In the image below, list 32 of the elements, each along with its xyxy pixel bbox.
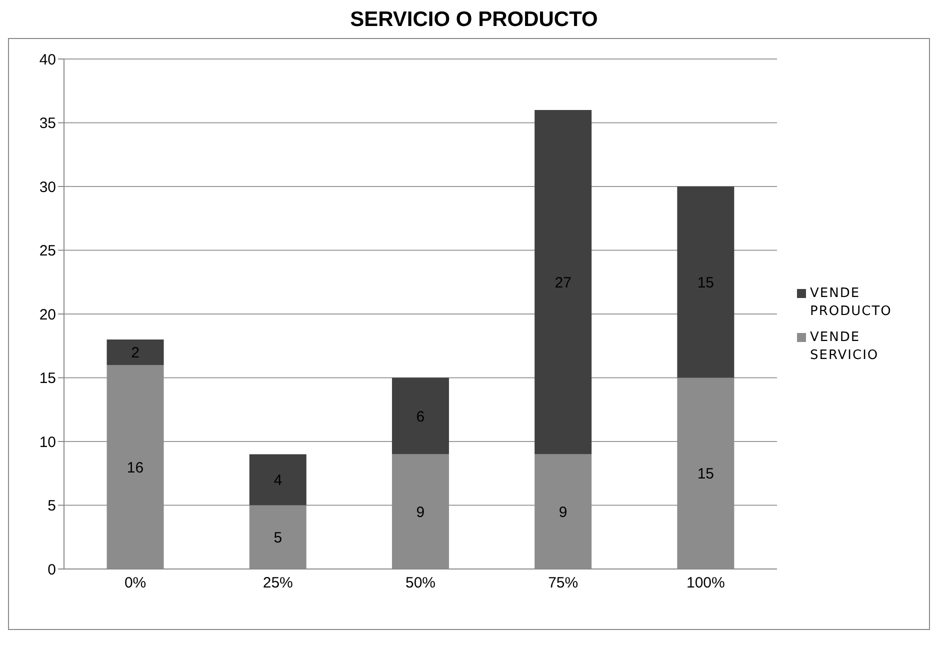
data-label: 16 [126, 459, 144, 476]
legend-label: VENDE PRODUCTO [810, 285, 893, 321]
data-label: 15 [697, 466, 714, 483]
y-tick-label: 25 [39, 242, 56, 260]
y-tick-label: 35 [39, 115, 56, 132]
bar [249, 454, 306, 506]
bar [392, 378, 449, 454]
data-label: 9 [416, 504, 425, 521]
x-tick-label: 50% [405, 574, 436, 592]
y-tick-label: 10 [39, 434, 56, 451]
y-tick-label: 5 [48, 498, 56, 515]
x-tick-label: 100% [686, 574, 725, 592]
data-label: 27 [554, 274, 572, 292]
y-tick-label: 15 [39, 370, 56, 388]
data-label: 2 [131, 344, 140, 362]
data-label: 9 [558, 504, 568, 521]
x-tick-label: 75% [548, 574, 578, 592]
data-label: 15 [697, 274, 714, 292]
bar [534, 110, 592, 454]
y-tick-label: 40 [39, 51, 56, 68]
bar [677, 186, 734, 378]
data-label: 6 [416, 408, 425, 426]
chart-title: SERVICIO O PRODUCTO [349, 8, 599, 32]
x-tick-label: 25% [262, 574, 293, 592]
x-tick-label: 0% [124, 574, 146, 592]
data-label: 5 [274, 529, 282, 546]
y-tick-label: 30 [39, 178, 56, 196]
legend-label: VENDE SERVICIO [810, 329, 880, 365]
y-tick-label: 0 [48, 561, 56, 578]
bar [106, 340, 164, 365]
data-label: 4 [274, 472, 282, 490]
y-tick-label: 20 [39, 306, 56, 324]
